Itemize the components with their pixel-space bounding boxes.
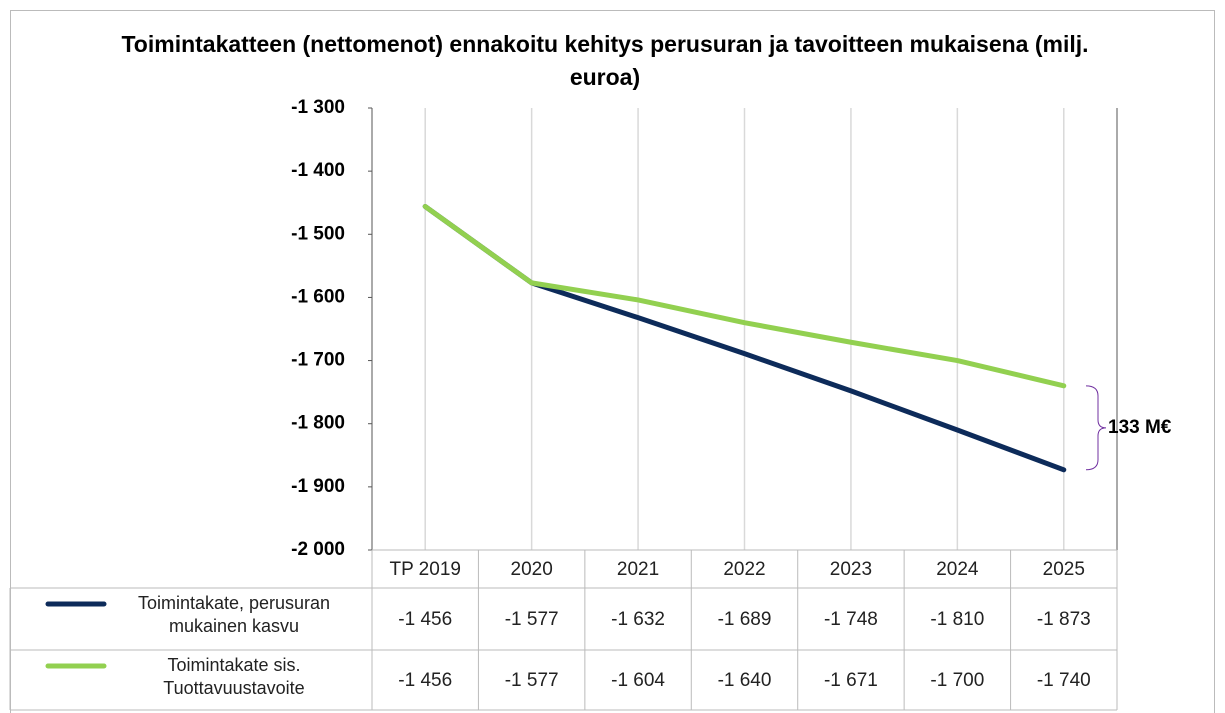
table-value: -1 689 [718, 609, 772, 630]
table-value: -1 740 [1037, 670, 1091, 691]
x-tick-label: 2020 [511, 559, 553, 580]
legend-box: Toimintakate sis. Tuottavuustavoite [163, 655, 305, 698]
x-tick-label: TP 2019 [389, 559, 460, 580]
table-value: -1 873 [1037, 609, 1091, 630]
y-tick-label: -1 900 [291, 476, 345, 497]
table-value: -1 604 [611, 670, 665, 691]
y-tick-label: -1 600 [291, 286, 345, 307]
y-tick-label: -1 800 [291, 413, 345, 434]
legend-label: Toimintakate, perusuran mukainen kasvu [137, 593, 331, 636]
y-tick-label: -1 700 [291, 350, 345, 371]
x-tick-label: 2022 [723, 559, 765, 580]
chart-border [10, 10, 1215, 713]
y-tick-label: -1 300 [291, 97, 345, 118]
table-value: -1 577 [505, 609, 559, 630]
table-value: -1 700 [930, 670, 984, 691]
table-value: -1 671 [824, 670, 878, 691]
table-value: -1 640 [718, 670, 772, 691]
chart-title: Toimintakatteen (nettomenot) ennakoitu k… [121, 31, 1089, 90]
table-value: -1 456 [398, 609, 452, 630]
table-value: -1 748 [824, 609, 878, 630]
annotation: 133 M€ [1108, 417, 1172, 438]
x-tick-label: 2025 [1043, 559, 1085, 580]
table-value: -1 456 [398, 670, 452, 691]
series-line [422, 204, 1067, 389]
legend-box: Toimintakate, perusuran mukainen kasvu [137, 593, 331, 636]
x-tick-label: 2023 [830, 559, 872, 580]
table-value: -1 632 [611, 609, 665, 630]
x-tick-label: 2021 [617, 559, 659, 580]
y-tick-label: -1 400 [291, 160, 345, 181]
y-tick-label: -2 000 [291, 539, 345, 560]
x-tick-label: 2024 [936, 559, 979, 580]
legend-label: Toimintakate sis. Tuottavuustavoite [163, 655, 305, 698]
table-value: -1 810 [930, 609, 984, 630]
table-value: -1 577 [505, 670, 559, 691]
y-tick-label: -1 500 [291, 223, 345, 244]
bracket [1085, 385, 1107, 471]
chart-title-box: Toimintakatteen (nettomenot) ennakoitu k… [121, 31, 1089, 90]
